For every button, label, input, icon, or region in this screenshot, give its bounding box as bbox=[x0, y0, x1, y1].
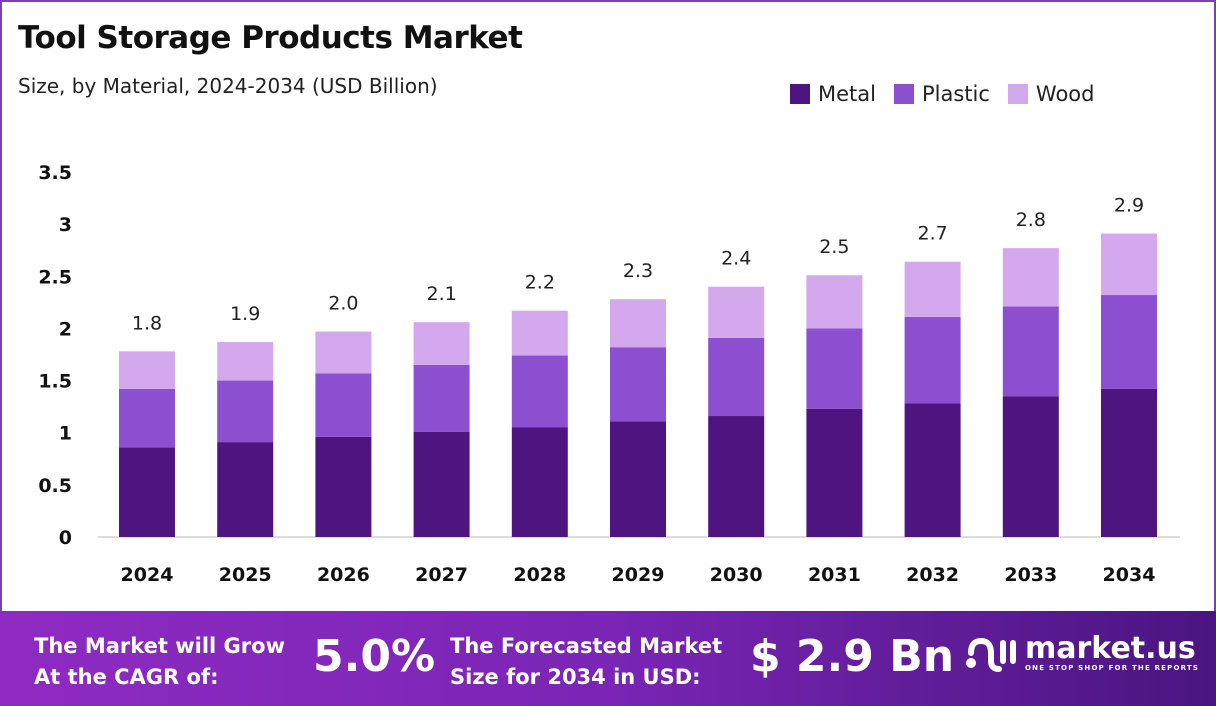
y-tick-label: 2 bbox=[59, 318, 72, 340]
x-tick-label: 2033 bbox=[1004, 564, 1057, 586]
legend-swatch bbox=[1007, 84, 1028, 104]
total-data-label: 1.9 bbox=[230, 303, 260, 325]
total-data-label: 2.2 bbox=[525, 272, 555, 294]
bar-segment-plastic bbox=[511, 355, 568, 428]
total-data-label: 2.0 bbox=[328, 293, 358, 315]
bar-segment-plastic bbox=[119, 388, 175, 448]
bar-segment-wood bbox=[217, 341, 274, 381]
x-tick-label: 2034 bbox=[1103, 564, 1156, 586]
bar-segment-plastic bbox=[315, 373, 372, 437]
bar-segment-plastic bbox=[904, 316, 961, 404]
logo-name: market.us bbox=[1025, 631, 1196, 666]
bar-segment-metal bbox=[511, 427, 568, 537]
total-data-label: 2.1 bbox=[426, 283, 456, 305]
bar-segment-metal bbox=[217, 442, 274, 537]
bar-segment-wood bbox=[119, 351, 175, 389]
y-tick-label: 3.5 bbox=[38, 162, 72, 184]
x-tick-label: 2029 bbox=[612, 564, 665, 586]
forecast-label: The Forecasted Market Size for 2034 in U… bbox=[450, 634, 723, 689]
bar-segment-plastic bbox=[610, 347, 666, 422]
stacked-bar-chart: 0 0.5 1 1.5 2 2.5 3 3.5 1.8 2024 1.9 2025 2.0 2026 2.1… bbox=[38, 162, 1180, 586]
legend-label: Metal bbox=[818, 82, 876, 106]
bar-segment-wood bbox=[511, 310, 568, 356]
bar-segment-wood bbox=[315, 331, 372, 374]
bar-segment-metal bbox=[708, 416, 765, 537]
market-us-logo: market.us ONE STOP SHOP FOR THE REPORTS bbox=[965, 633, 1199, 673]
bar-segment-plastic bbox=[217, 380, 274, 443]
legend-item-wood: Wood bbox=[1007, 82, 1095, 106]
chart-subtitle: Size, by Material, 2024-2034 (USD Billio… bbox=[18, 74, 438, 98]
legend-swatch bbox=[893, 84, 914, 104]
legend-label: Plastic bbox=[921, 82, 990, 106]
bar-segment-wood bbox=[708, 286, 765, 338]
total-data-label: 2.4 bbox=[721, 248, 751, 270]
legend-item-plastic: Plastic bbox=[893, 82, 990, 106]
chart-title: Tool Storage Products Market bbox=[18, 20, 523, 56]
y-tick-label: 1.5 bbox=[38, 371, 72, 393]
logo-tagline: ONE STOP SHOP FOR THE REPORTS bbox=[1025, 664, 1200, 672]
bar-segment-metal bbox=[119, 447, 175, 537]
x-tick-label: 2024 bbox=[121, 564, 174, 586]
x-tick-label: 2025 bbox=[219, 564, 272, 586]
bar-segment-metal bbox=[1002, 396, 1059, 537]
total-data-label: 2.3 bbox=[623, 260, 653, 282]
legend-label: Wood bbox=[1035, 82, 1095, 106]
x-tick-label: 2032 bbox=[906, 564, 959, 586]
bar-segment-metal bbox=[904, 403, 961, 537]
bar-segment-plastic bbox=[1002, 306, 1059, 397]
bar-segment-wood bbox=[1002, 248, 1059, 307]
y-tick-label: 0.5 bbox=[38, 475, 72, 497]
bar-segment-metal bbox=[806, 408, 863, 537]
total-data-label: 2.8 bbox=[1016, 209, 1046, 231]
bar-segment-metal bbox=[1101, 388, 1157, 537]
bar-segment-metal bbox=[610, 421, 666, 537]
bar-segment-wood bbox=[806, 275, 863, 329]
legend-item-metal: Metal bbox=[790, 82, 876, 106]
total-data-label: 2.5 bbox=[819, 236, 849, 258]
y-tick-label: 1 bbox=[59, 423, 72, 445]
bar-segment-wood bbox=[904, 261, 961, 317]
total-data-label: 2.9 bbox=[1114, 195, 1144, 217]
total-data-label: 1.8 bbox=[132, 312, 162, 334]
bar-segment-plastic bbox=[1101, 295, 1157, 389]
legend-swatch bbox=[790, 84, 810, 104]
bar-segment-wood bbox=[413, 322, 470, 365]
bar-segment-metal bbox=[315, 436, 372, 537]
x-tick-label: 2028 bbox=[513, 564, 566, 586]
forecast-value: $ 2.9 Bn bbox=[750, 631, 955, 682]
y-tick-label: 3 bbox=[59, 214, 72, 236]
bar-segment-plastic bbox=[806, 328, 863, 409]
legend: Metal Plastic Wood bbox=[790, 82, 1094, 106]
cagr-value: 5.0% bbox=[313, 631, 436, 682]
bar-segment-plastic bbox=[413, 364, 470, 432]
x-tick-label: 2031 bbox=[808, 564, 861, 586]
bar-segment-metal bbox=[413, 431, 470, 537]
bar-segment-wood bbox=[610, 299, 666, 348]
x-tick-label: 2030 bbox=[710, 564, 763, 586]
total-data-label: 2.7 bbox=[917, 223, 947, 245]
x-tick-label: 2027 bbox=[415, 564, 468, 586]
logo-icon bbox=[966, 637, 1016, 672]
y-tick-label: 2.5 bbox=[38, 266, 72, 288]
bar-segment-wood bbox=[1101, 233, 1157, 296]
y-tick-label: 0 bbox=[59, 527, 72, 549]
bar-segment-plastic bbox=[708, 337, 765, 417]
x-tick-label: 2026 bbox=[317, 564, 370, 586]
footer-banner: The Market will Grow At the CAGR of: 5.0… bbox=[0, 611, 1216, 706]
cagr-label: The Market will Grow At the CAGR of: bbox=[34, 634, 285, 689]
